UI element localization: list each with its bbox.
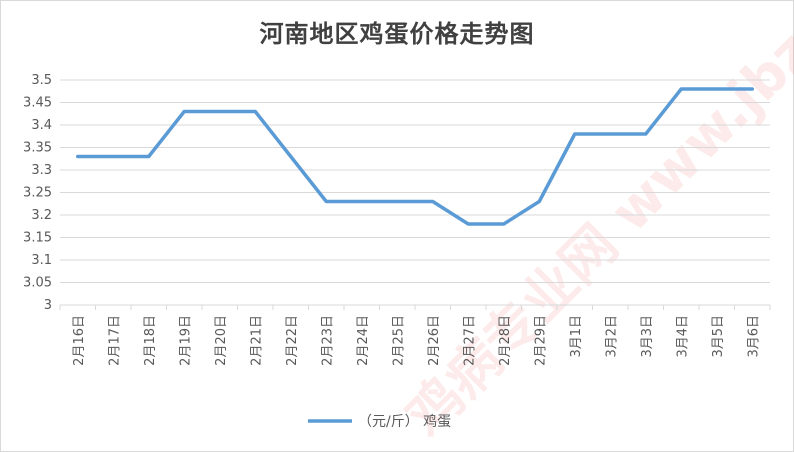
y-tick-label: 3.3 (31, 163, 52, 178)
y-tick-label: 3.35 (23, 141, 52, 156)
series-line (76, 87, 754, 226)
x-tick-label: 2月19日 (178, 315, 193, 366)
x-tick-label: 2月17日 (107, 315, 122, 366)
y-tick-label: 3.05 (23, 276, 52, 291)
y-tick-label: 3.5 (31, 73, 52, 88)
data-point (360, 200, 364, 203)
y-tick-label: 3.25 (23, 186, 52, 201)
data-point (431, 200, 435, 203)
data-point (715, 87, 719, 91)
data-point (537, 200, 541, 203)
x-tick-label: 2月24日 (356, 315, 371, 366)
x-tick-label: 2月25日 (391, 315, 406, 366)
data-point (111, 155, 115, 158)
x-tick-label: 3月6日 (746, 315, 761, 358)
x-axis: 2月16日 2月17日 2月18日 2月19日 2月20日 2月21日 2月22日 2月23日… (59, 305, 771, 366)
x-tick-label: 2月22日 (285, 315, 300, 366)
data-point (76, 155, 80, 158)
x-tick-label: 2月16日 (72, 315, 87, 366)
data-point (644, 132, 648, 136)
x-tick-label: 2月29日 (533, 315, 548, 366)
legend[interactable]: （元/斤） 鸡蛋 (308, 413, 451, 430)
gridlines (60, 79, 770, 306)
data-point (253, 110, 257, 113)
data-point (324, 200, 328, 203)
x-tick-label: 2月18日 (143, 315, 158, 366)
y-tick-label: 3 (44, 298, 52, 313)
data-point (679, 87, 683, 91)
data-point (750, 87, 754, 91)
x-tick-label: 3月5日 (711, 315, 726, 358)
y-tick-label: 3.45 (23, 96, 52, 111)
legend-label: （元/斤） 鸡蛋 (358, 413, 451, 430)
x-tick-label: 3月4日 (675, 315, 690, 358)
data-point (395, 200, 399, 203)
x-tick-label: 3月2日 (604, 315, 619, 358)
data-point (182, 110, 186, 113)
y-tick-label: 3.1 (31, 253, 52, 268)
x-tick-label: 3月3日 (640, 315, 655, 358)
data-point (147, 155, 151, 158)
chart-title: 河南地区鸡蛋价格走势图 (259, 20, 535, 48)
data-point (466, 222, 470, 226)
data-point (289, 155, 293, 158)
y-axis: 3 3.05 3.1 3.15 3.2 3.25 3.3 3.35 3.4 3.45 3.5 (23, 73, 52, 313)
data-point (218, 110, 222, 113)
x-tick-label: 2月27日 (462, 315, 477, 366)
data-point (573, 132, 577, 136)
x-tick-label: 2月26日 (427, 315, 442, 366)
x-tick-label: 3月1日 (569, 315, 584, 358)
x-tick-label: 2月28日 (498, 315, 513, 366)
x-tick-label: 2月23日 (320, 315, 335, 366)
x-tick-label: 2月21日 (249, 315, 264, 366)
series-group (76, 87, 754, 226)
y-tick-label: 3.15 (23, 231, 52, 246)
data-point (502, 222, 506, 226)
x-tick-label: 2月20日 (214, 315, 229, 366)
y-tick-label: 3.2 (31, 208, 52, 223)
y-tick-label: 3.4 (31, 118, 52, 133)
data-point (608, 132, 612, 136)
